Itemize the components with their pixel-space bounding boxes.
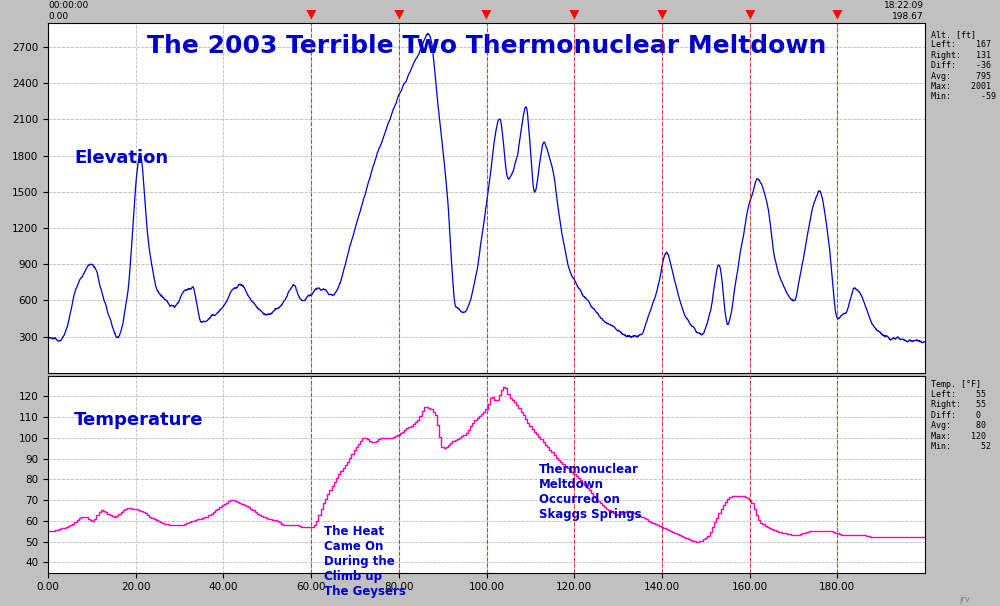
Text: 00:00:00
0.00: 00:00:00 0.00 <box>48 1 88 21</box>
Text: ▶: ▶ <box>305 9 318 18</box>
Text: ▶: ▶ <box>568 9 581 18</box>
Text: Temperature: Temperature <box>74 411 204 429</box>
Text: ▶: ▶ <box>655 9 668 18</box>
Text: Elevation: Elevation <box>74 149 168 167</box>
Text: ▶: ▶ <box>831 9 844 18</box>
Text: jrv: jrv <box>959 595 970 604</box>
Text: Thermonuclear
Meltdown
Occurred on
Skaggs Springs: Thermonuclear Meltdown Occurred on Skagg… <box>539 463 642 521</box>
Text: Temp. [°F]
Left:    55
Right:   55
Diff:    0
Avg:     80
Max:    120
Min:      : Temp. [°F] Left: 55 Right: 55 Diff: 0 Av… <box>931 379 991 451</box>
Text: 18:22:09
198.67: 18:22:09 198.67 <box>884 1 924 21</box>
Text: Alt. [ft]
Left:    167
Right:   131
Diff:    -36
Avg:     795
Max:    2001
Min: : Alt. [ft] Left: 167 Right: 131 Diff: -36… <box>931 30 996 101</box>
Text: The 2003 Terrible Two Thermonuclear Meltdown: The 2003 Terrible Two Thermonuclear Melt… <box>147 33 826 58</box>
Text: ▶: ▶ <box>743 9 756 18</box>
Text: ▶: ▶ <box>392 9 405 18</box>
Text: The Heat
Came On
During the
Climb up
The Geysers: The Heat Came On During the Climb up The… <box>324 525 406 598</box>
Text: ▶: ▶ <box>480 9 493 18</box>
